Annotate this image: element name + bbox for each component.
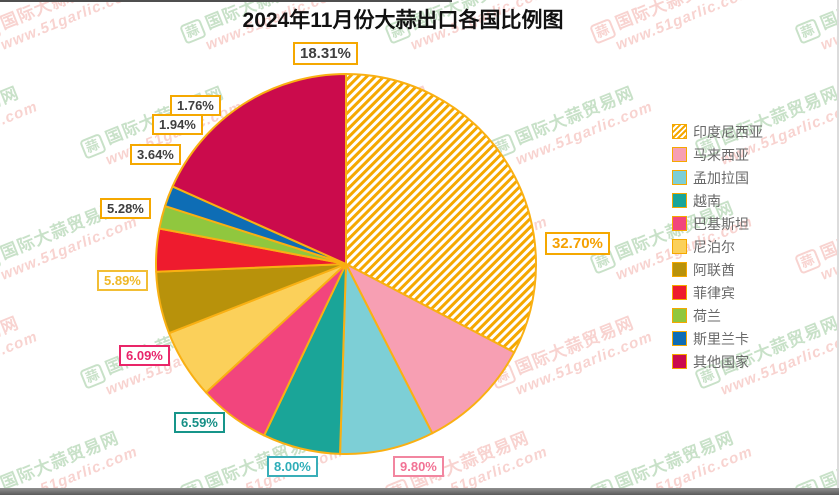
legend-swatch-icon [672, 170, 687, 185]
legend-item-others[interactable]: 其他国家 [672, 350, 763, 373]
legend-item-philippines[interactable]: 菲律宾 [672, 281, 763, 304]
pie-slice-bangladesh[interactable] [339, 263, 434, 455]
horizontal-scrollbar[interactable] [0, 488, 839, 495]
legend-swatch-icon [672, 239, 687, 254]
legend-swatch-icon [672, 124, 687, 139]
pie-slice-malaysia[interactable] [345, 263, 516, 435]
legend-item-label: 印度尼西亚 [693, 123, 763, 140]
legend-item-malaysia[interactable]: 马来西亚 [672, 143, 763, 166]
window-top-edge [0, 0, 452, 2]
window-right-edge [837, 0, 839, 495]
legend-item-bangladesh[interactable]: 孟加拉国 [672, 166, 763, 189]
legend-swatch-icon [672, 262, 687, 277]
legend-item-sri-lanka[interactable]: 斯里兰卡 [672, 327, 763, 350]
legend-swatch-icon [672, 354, 687, 369]
legend-item-vietnam[interactable]: 越南 [672, 189, 763, 212]
legend-item-label: 马来西亚 [693, 146, 749, 163]
chart-title: 2024年11月份大蒜出口各国比例图 [242, 9, 564, 32]
legend-item-label: 阿联酋 [693, 261, 735, 278]
legend-item-label: 越南 [693, 192, 721, 209]
legend-item-label: 其他国家 [693, 353, 749, 370]
pie-slice-indonesia[interactable] [345, 73, 537, 354]
pie-slice-others[interactable] [171, 73, 347, 265]
slice-label-bangladesh: 8.00% [267, 456, 318, 477]
legend-item-label: 尼泊尔 [693, 238, 735, 255]
legend-item-label: 巴基斯坦 [693, 215, 749, 232]
legend-swatch-icon [672, 331, 687, 346]
slice-label-uae: 5.28% [100, 198, 151, 219]
legend-item-indonesia[interactable]: 印度尼西亚 [672, 120, 763, 143]
slice-label-pakistan: 6.09% [119, 345, 170, 366]
slice-label-indonesia: 32.70% [545, 232, 610, 255]
legend-swatch-icon [672, 147, 687, 162]
legend-swatch-icon [672, 193, 687, 208]
slice-label-vietnam: 6.59% [174, 412, 225, 433]
slice-label-netherlands: 1.94% [152, 114, 203, 135]
slice-label-malaysia: 9.80% [393, 456, 444, 477]
legend-item-pakistan[interactable]: 巴基斯坦 [672, 212, 763, 235]
legend-swatch-icon [672, 308, 687, 323]
legend: 印度尼西亚 马来西亚 孟加拉国 越南 巴基斯坦 尼泊尔 阿联酋 菲律宾 荷兰 斯… [672, 120, 763, 373]
slice-label-nepal: 5.89% [97, 270, 148, 291]
legend-item-netherlands[interactable]: 荷兰 [672, 304, 763, 327]
legend-swatch-icon [672, 285, 687, 300]
legend-item-label: 孟加拉国 [693, 169, 749, 186]
legend-item-uae[interactable]: 阿联酋 [672, 258, 763, 281]
legend-item-nepal[interactable]: 尼泊尔 [672, 235, 763, 258]
legend-item-label: 菲律宾 [693, 284, 735, 301]
legend-item-label: 荷兰 [693, 307, 721, 324]
slice-label-sri-lanka: 1.76% [170, 95, 221, 116]
slice-label-philippines: 3.64% [130, 144, 181, 165]
legend-swatch-icon [672, 216, 687, 231]
slice-label-others: 18.31% [293, 42, 358, 65]
legend-item-label: 斯里兰卡 [693, 330, 749, 347]
